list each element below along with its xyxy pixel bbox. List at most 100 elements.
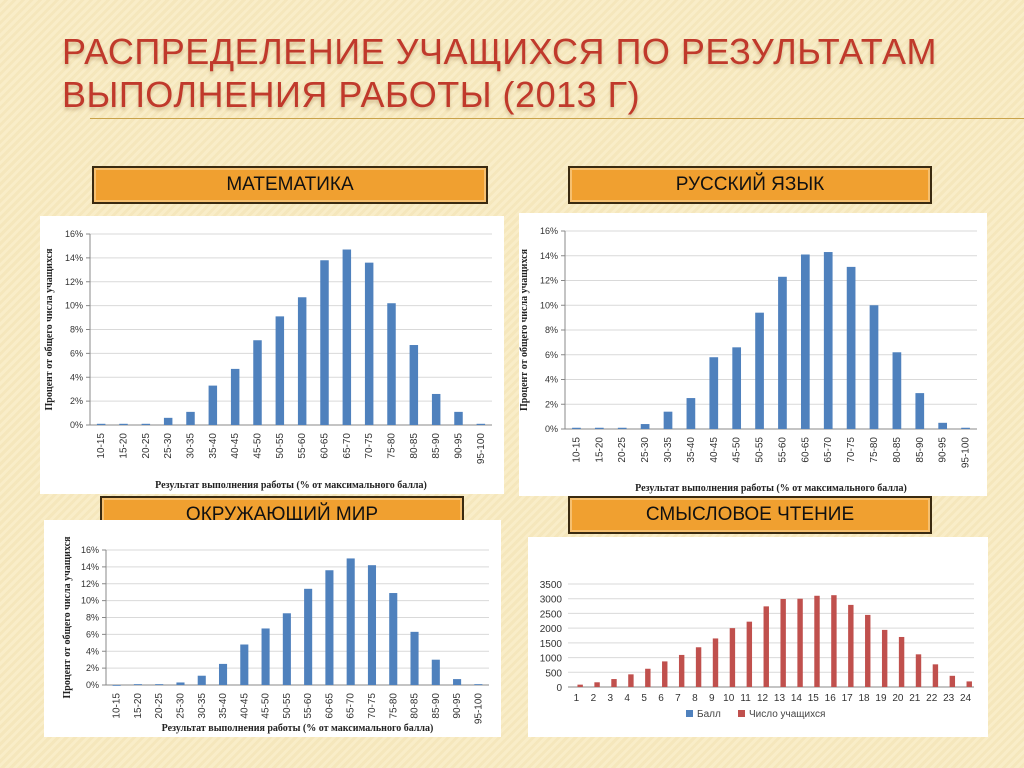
bar [577,684,583,687]
chart-russian: 0% 2% 4% 6% 8% 10% 12% 14% 16% 10-15 15-20 20-25 25-… [519,226,977,494]
y-tick-label: 12% [540,276,558,286]
x-category-label: 1 [574,693,580,704]
bar [640,424,650,429]
bar [133,684,142,685]
bar [367,565,377,685]
bar [572,427,581,429]
x-category-label: 35-40 [218,693,229,719]
bar [410,631,419,685]
x-category-label: 23 [943,693,955,704]
bar [208,385,218,425]
y-tick-label: 14% [65,253,83,263]
y-tick-label: 12% [81,579,99,589]
x-category-label: 17 [842,693,854,704]
y-tick-label: 2000 [540,624,563,635]
bar [831,595,837,687]
y-tick-label: 500 [545,668,562,679]
bar [297,297,307,425]
x-category-label: 24 [960,693,972,704]
x-category-label: 30-35 [663,437,674,463]
x-category-label: 40-45 [709,437,720,463]
x-category-label: 20-25 [154,693,165,719]
x-category-label: 15-20 [119,433,130,459]
x-category-label: 6 [658,693,664,704]
bar [474,684,483,685]
bar [611,679,617,687]
y-tick-label: 6% [545,350,558,360]
x-category-label: 55-60 [777,437,788,463]
y-tick-label: 3500 [540,580,563,591]
bar [389,593,398,685]
x-category-label: 3 [608,693,614,704]
chart-math: 0% 2% 4% 6% 8% 10% 12% 14% 16% 10-15 15-20 20-25 25-… [44,229,492,491]
x-category-label: 35-40 [208,433,219,459]
bar [949,675,956,687]
slide-title-line1: РАСПРЕДЕЛЕНИЕ УЧАЩИХСЯ ПО РЕЗУЛЬТАТАМ [62,31,938,72]
bar [197,675,206,685]
x-category-label: 45-50 [261,693,272,719]
bar [892,352,902,429]
chart-reading-panel: 0 500 1000 1500 2000 2500 3000 3500 1 2 3 4 5 6 7 8 9 10 1… [528,537,988,737]
x-axis-title: Результат выполнения работы (% от максим… [155,480,427,491]
bar [275,316,285,425]
y-tick-label: 10% [81,596,99,606]
bar [119,423,128,425]
legend-swatch [686,710,693,717]
x-category-label: 50-55 [755,437,766,463]
y-tick-label: 2500 [540,609,563,620]
bar [846,266,856,429]
y-tick-label: 4% [70,372,83,382]
bar [431,393,441,425]
x-category-label: 8 [692,693,698,704]
x-category-label: 65-70 [346,693,357,719]
bar [848,604,854,687]
bar [662,661,668,687]
x-category-label: 85-90 [431,693,442,719]
x-category-label: 70-75 [846,437,857,463]
x-category-label: 20 [892,693,904,704]
x-category-label: 10-15 [571,437,582,463]
bar [663,411,673,429]
x-category-label: 90-95 [454,433,465,459]
x-category-label: 11 [740,693,751,704]
chart-math-panel: 0% 2% 4% 6% 8% 10% 12% 14% 16% 10-15 15-20 20-25 25-… [40,216,504,494]
x-category-label: 60-65 [320,433,331,459]
bar [364,262,374,425]
x-category-label: 5 [641,693,647,704]
x-category-label: 70-75 [367,693,378,719]
y-tick-label: 10% [65,301,83,311]
bar [325,570,334,685]
bar [594,682,600,687]
x-category-label: 16 [825,693,837,704]
label-reading: СМЫСЛОВОЕ ЧТЕНИЕ [568,496,932,534]
bar [898,636,905,687]
bar [712,638,719,687]
x-category-label: 70-75 [364,433,375,459]
legend-label: Число учащихся [749,709,825,720]
y-tick-label: 10% [540,300,558,310]
y-tick-label: 12% [65,277,83,287]
bar [454,411,463,425]
bar [800,254,810,429]
bar [431,659,440,685]
x-category-label: 25-30 [640,437,651,463]
title-divider [90,118,1024,119]
bar [342,249,352,425]
chart-world: 0% 2% 4% 6% 8% 10% 12% 14% 16% 10-15 15-20 20-25 25-… [62,536,489,734]
bar [686,398,696,429]
bar [282,613,291,685]
bar [678,654,685,687]
bar [230,368,240,425]
bar [155,684,164,685]
bar [141,423,151,425]
x-category-label: 30-35 [197,693,208,719]
chart-russian-panel: 0% 2% 4% 6% 8% 10% 12% 14% 16% 10-15 15-20 20-25 25-… [519,213,987,496]
x-category-label: 95-100 [473,693,484,725]
y-tick-label: 3000 [540,595,563,606]
bar [253,340,262,425]
x-category-label: 90-95 [938,437,949,463]
bar [176,682,185,685]
bar [823,252,833,429]
x-category-label: 30-35 [186,433,197,459]
